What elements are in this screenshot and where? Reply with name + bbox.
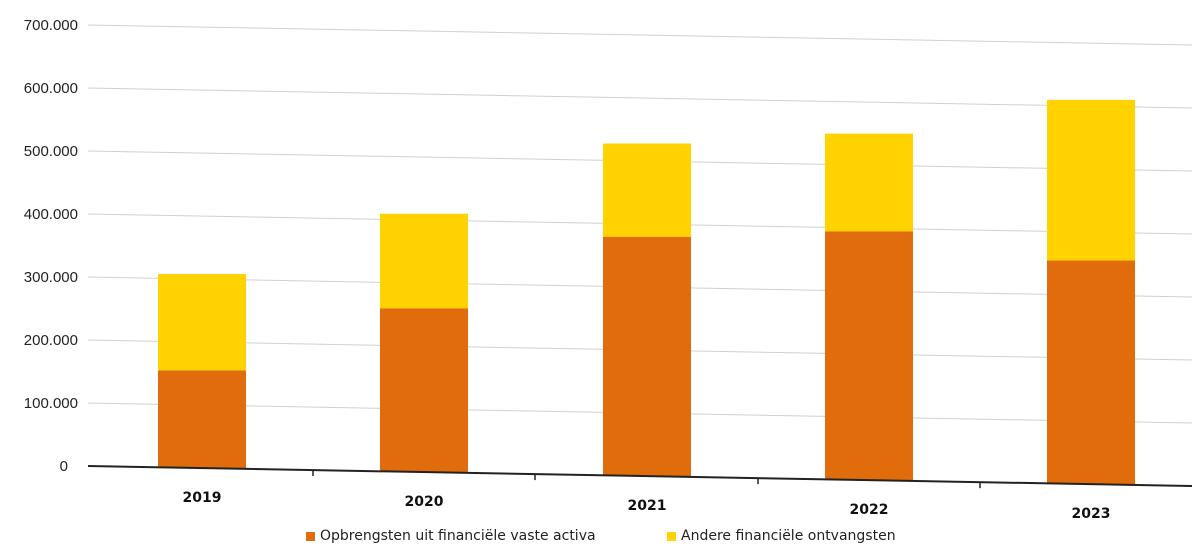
bar-segment-opbrengsten-2020 [380,308,468,473]
legend-swatch-andere [667,531,676,541]
legend: Opbrengsten uit financiële vaste activa … [0,528,1192,552]
y-tick-label: 300.000 [24,269,78,286]
y-tick-label: 700.000 [24,17,78,34]
bar-segment-andere-2023 [1047,99,1135,261]
y-tick-label: 200.000 [24,332,78,349]
bar-segment-andere-2019 [158,274,246,371]
gridline [87,87,1192,109]
legend-item-andere: Andere financiële ontvangsten [667,528,896,544]
gridline [87,24,1192,46]
bars [158,99,1135,485]
y-tick-label: 0 [60,458,68,475]
bar-segment-andere-2022 [825,133,913,232]
x-tick-label-2023: 2023 [1072,506,1111,522]
legend-item-opbrengsten: Opbrengsten uit financiële vaste activa [306,528,596,544]
legend-label-opbrengsten: Opbrengsten uit financiële vaste activa [320,528,596,544]
bar-segment-opbrengsten-2022 [825,231,913,481]
bar-segment-opbrengsten-2019 [158,370,246,469]
x-axis-tick-labels: 2019 2020 2021 2022 2023 [183,470,1111,522]
x-tick-label-2021: 2021 [628,498,667,514]
y-tick-label: 400.000 [24,206,78,223]
bar-segment-andere-2021 [603,143,691,237]
y-tick-label: 100.000 [24,395,78,412]
y-axis-tick-labels: 0 100.000 200.000 300.000 400.000 500.000 600.… [24,17,78,475]
x-tick-label-2022: 2022 [850,502,889,518]
bar-segment-opbrengsten-2021 [603,236,691,477]
y-tick-label: 600.000 [24,80,78,97]
bar-segment-opbrengsten-2023 [1047,260,1135,485]
x-tick-label-2020: 2020 [405,494,444,510]
bar-segment-andere-2020 [380,213,468,309]
legend-swatch-opbrengsten [306,531,315,541]
y-tick-label: 500.000 [24,143,78,160]
x-tick-label-2019: 2019 [183,490,222,506]
legend-label-andere: Andere financiële ontvangsten [681,528,896,544]
x-axis-line [87,465,1192,487]
